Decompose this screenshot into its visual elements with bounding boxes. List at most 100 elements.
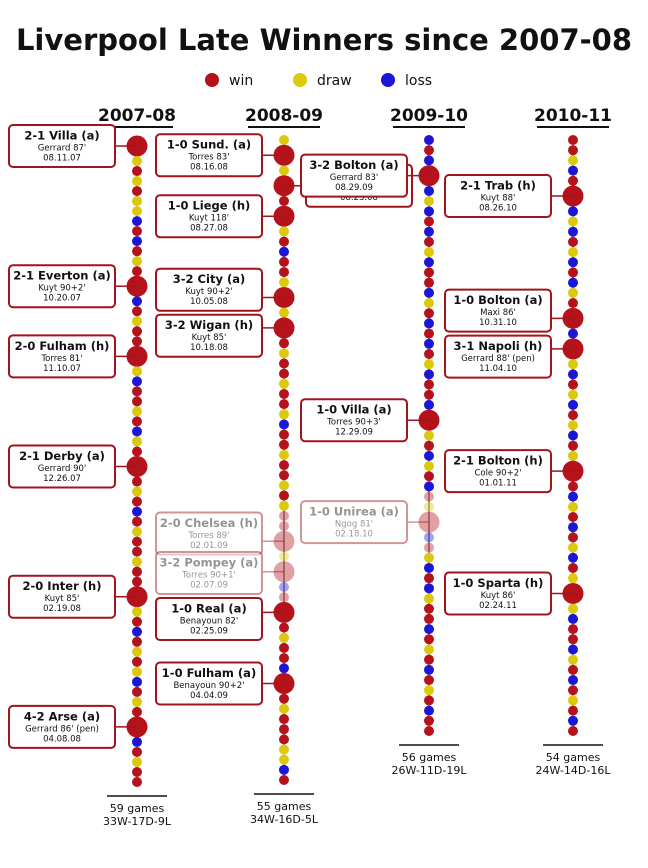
game-dot [568, 613, 578, 624]
game-dot [132, 336, 142, 347]
game-dot [424, 634, 434, 645]
game-dot [568, 287, 578, 298]
game-dot [132, 196, 142, 207]
game-dot [424, 369, 434, 380]
game-dot [568, 634, 578, 645]
annotation-box [155, 267, 263, 312]
game-dot [279, 632, 289, 643]
annotation: 1-0 Fulham (a)Benayoun 90+2'04.04.09 [155, 661, 284, 706]
game-dot [568, 369, 578, 380]
game-dot [279, 388, 289, 399]
game-dot [568, 675, 578, 686]
game-dot [568, 267, 578, 278]
annotation: 4-2 Arse (a)Gerrard 86' (pen)04.08.08 [8, 704, 137, 749]
game-dot [568, 695, 578, 706]
game-dot [132, 166, 142, 177]
annotation-box [8, 334, 116, 379]
game-dot [424, 654, 434, 665]
game-dot [424, 267, 434, 278]
game-dot [132, 396, 142, 407]
annotation-date: 02.19.08 [43, 604, 81, 614]
annotation: 2-0 Fulham (h)Torres 81'11.10.07 [8, 334, 137, 379]
annotation-date: 11.04.10 [479, 364, 517, 374]
annotation: 1-0 Villa (a)Torres 90+3'12.29.09 [300, 398, 429, 443]
record: 26W-11D-19L [392, 764, 468, 777]
game-dot [279, 409, 289, 420]
annotation: 1-0 Real (a)Benayoun 82'02.25.09 [155, 596, 284, 641]
game-dot [279, 764, 289, 775]
annotation-date: 08.29.09 [335, 183, 373, 193]
game-dot [132, 206, 142, 217]
game-dot [132, 526, 142, 537]
game-dot [279, 693, 289, 704]
game-dot [424, 461, 434, 472]
annotation-box [8, 444, 116, 489]
game-dot [568, 685, 578, 696]
game-dot [132, 566, 142, 577]
annotation-box [8, 124, 116, 168]
game-dot [424, 399, 434, 410]
game-dot [132, 766, 142, 777]
game-dot [424, 196, 434, 207]
game-dot [279, 754, 289, 765]
annotation-box [155, 661, 263, 706]
annotation-scorer: Kuyt 88' [481, 194, 516, 204]
annotation-scorer: Cole 90+2' [474, 469, 521, 479]
annotation-date: 04.04.09 [190, 691, 228, 701]
game-dot [424, 471, 434, 482]
annotation-date: 01.01.11 [479, 479, 517, 489]
game-dot [132, 266, 142, 277]
game-dot [568, 542, 578, 553]
annotation-box [8, 704, 116, 749]
game-dot [132, 236, 142, 247]
game-dot [424, 389, 434, 400]
annotation-scorer: Gerrard 87' [38, 144, 86, 154]
legend-label: loss [405, 73, 432, 89]
game-dot [279, 195, 289, 206]
game-dot [424, 726, 434, 736]
game-dot [424, 379, 434, 390]
game-dot [424, 430, 434, 441]
annotation-title: 1-0 Sparta (h) [453, 576, 544, 590]
game-dot [132, 486, 142, 497]
game-dot [279, 663, 289, 674]
game-dot [568, 399, 578, 410]
game-dot [568, 236, 578, 247]
annotation-box [8, 264, 116, 309]
game-dot [279, 551, 289, 562]
annotation-box [155, 511, 263, 556]
game-dot [132, 476, 142, 487]
season-label: 2008-09 [245, 106, 323, 126]
game-dot [424, 664, 434, 675]
annotation-date: 02.25.09 [190, 626, 228, 636]
game-dot [279, 592, 289, 603]
game-dot [132, 436, 142, 447]
legend-label: draw [317, 73, 352, 89]
game-dot [132, 736, 142, 747]
annotation-scorer: Kuyt 85' [45, 594, 80, 604]
game-dot [279, 500, 289, 511]
game-dot [424, 185, 434, 196]
game-dot [568, 359, 578, 370]
game-dot [279, 744, 289, 755]
game-dot [568, 165, 578, 176]
game-dot [279, 703, 289, 714]
game-dot [279, 653, 289, 664]
game-dot [424, 277, 434, 288]
annotation-date: 02.01.09 [190, 541, 228, 551]
annotation-box [444, 571, 552, 616]
game-dot [132, 366, 142, 377]
game-dot [568, 501, 578, 512]
game-dot [132, 656, 142, 667]
game-dot [568, 512, 578, 523]
game-dot [424, 247, 434, 258]
game-dot [132, 606, 142, 617]
annotation-title: 4-2 Arse (a) [24, 709, 100, 723]
annotation-scorer: Kuyt 85' [192, 333, 227, 343]
game-dot [424, 328, 434, 339]
annotation: 2-0 Inter (h)Kuyt 85'02.19.08 [8, 574, 137, 619]
game-dot [279, 449, 289, 460]
season-label: 2007-08 [98, 106, 176, 126]
game-dot [279, 521, 289, 532]
